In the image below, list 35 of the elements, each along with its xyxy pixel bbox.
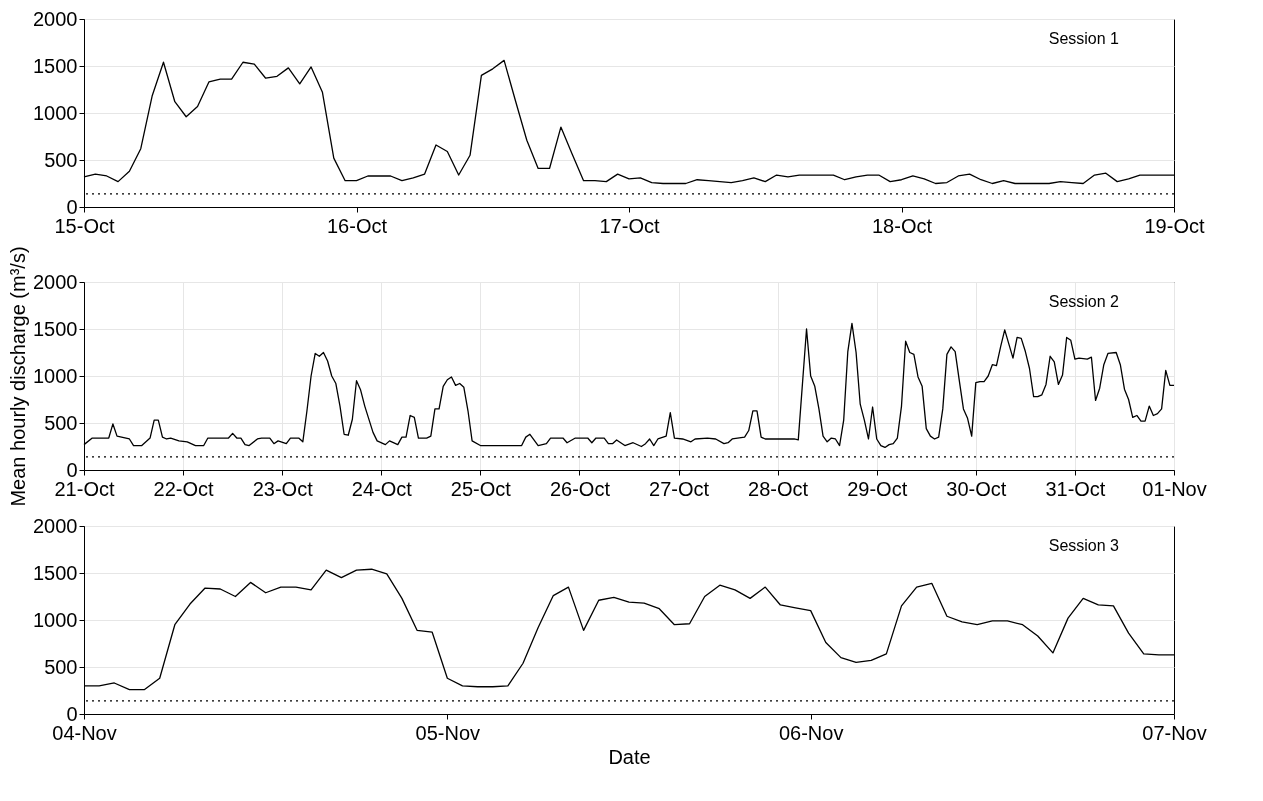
x-tick-label: 30-Oct — [946, 477, 1007, 500]
y-axis-title: Mean hourly discharge (m³/s) — [7, 246, 30, 507]
y-tick-label: 500 — [44, 148, 78, 171]
y-tick-label: 2000 — [33, 514, 78, 537]
y-tick-label: 1000 — [33, 608, 78, 631]
x-tick-label: 23-Oct — [252, 477, 314, 500]
x-tick-label: 17-Oct — [599, 214, 660, 237]
x-tick-label: 22-Oct — [153, 477, 215, 500]
x-tick-label: 28-Oct — [748, 477, 809, 500]
y-tick-label: 1000 — [33, 101, 78, 124]
x-tick-label: 01-Nov — [1142, 477, 1207, 500]
x-tick-label: 18-Oct — [871, 214, 933, 237]
y-tick-label: 500 — [44, 411, 78, 434]
x-tick-label: 16-Oct — [326, 214, 388, 237]
x-axis-title: Date — [608, 745, 651, 768]
annotation: Session 3 — [1048, 537, 1120, 554]
x-tick-label: 07-Nov — [1142, 721, 1207, 744]
y-tick-label: 1000 — [33, 364, 78, 387]
y-tick-label: 2000 — [33, 270, 78, 293]
y-tick-label: 1500 — [33, 561, 78, 584]
x-tick-label: 05-Nov — [415, 721, 481, 744]
x-tick-label: 26-Oct — [549, 477, 611, 500]
x-tick-label: 29-Oct — [847, 477, 908, 500]
x-tick-label: 19-Oct — [1144, 214, 1205, 237]
x-tick-label: 24-Oct — [351, 477, 413, 500]
annotation: Session 1 — [1048, 30, 1120, 47]
y-tick-label: 1500 — [33, 54, 78, 77]
x-tick-label: 27-Oct — [649, 477, 710, 500]
y-tick-label: 2000 — [33, 7, 78, 30]
y-tick-label: 1500 — [33, 317, 78, 340]
annotation: Session 2 — [1048, 293, 1120, 310]
y-tick-label: 500 — [44, 655, 78, 678]
x-tick-label: 06-Nov — [778, 721, 844, 744]
x-tick-label: 31-Oct — [1045, 477, 1106, 500]
x-tick-label: 25-Oct — [450, 477, 512, 500]
